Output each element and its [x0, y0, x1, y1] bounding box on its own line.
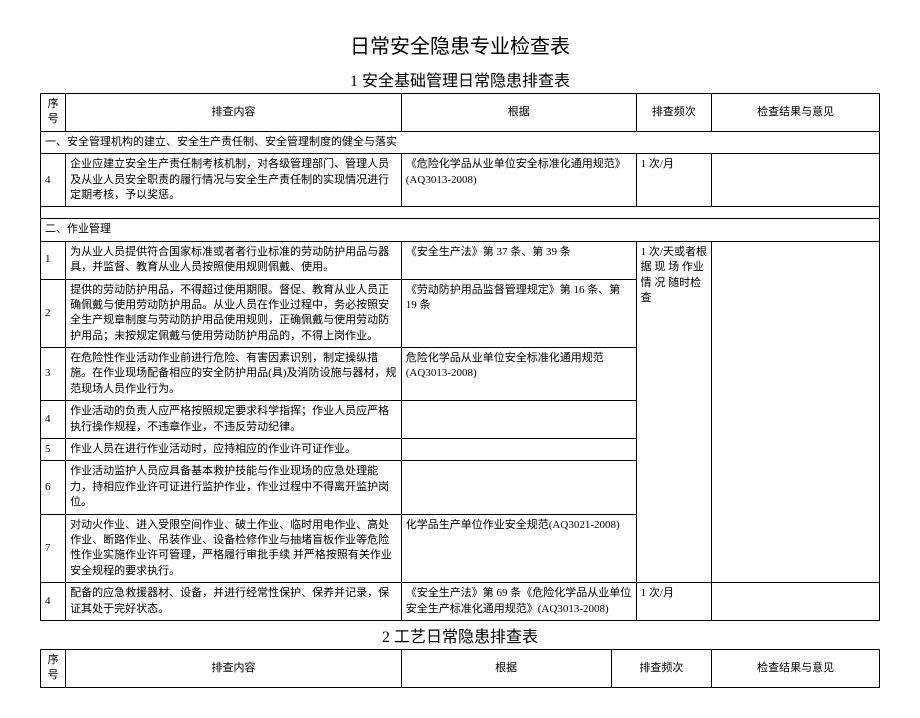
cell-content: 提供的劳动防护用品，不得超过使用期限。督促、教育从业人员正确佩戴与使用劳动防护用…: [66, 279, 402, 348]
header-freq: 排查频次: [636, 94, 712, 132]
table-header-row: 序号 排查内容 根据 排查频次 检查结果与意见: [41, 94, 880, 132]
group2-title: 二、作业管理: [41, 219, 880, 241]
header-basis: 根据: [401, 94, 636, 132]
cell-num: 7: [41, 514, 66, 583]
header2-num: 序号: [41, 649, 66, 687]
cell-content: 对动火作业、进入受限空间作业、破土作业、临时用电作业、高处作业、断路作业、吊装作…: [66, 514, 402, 583]
cell-result: [712, 154, 880, 207]
cell-basis: [401, 461, 636, 514]
cell-num: 6: [41, 461, 66, 514]
table-row: 4 企业应建立安全生产责任制考核机制，对各级管理部门、管理人员及从业人员安全职责…: [41, 154, 880, 207]
header2-content: 排查内容: [66, 649, 402, 687]
cell-num: 4: [41, 401, 66, 439]
table2-header-row: 序号 排查内容 根据 排查频次 检查结果与意见: [41, 649, 880, 687]
cell-result: [712, 583, 880, 621]
cell-basis: 《劳动防护用品监督管理规定》第 16 条、第 19 条: [401, 279, 636, 348]
header-result: 检查结果与意见: [712, 94, 880, 132]
table-row: 1 为从业人员提供符合国家标准或者者行业标准的劳动防护用品与器具，并监督、教育从…: [41, 241, 880, 279]
group1-header: 一、安全管理机构的建立、安全生产责任制、安全管理制度的健全与落实: [41, 131, 880, 153]
cell-basis: 化学品生产单位作业安全规范(AQ3021-2008): [401, 514, 636, 583]
cell-content: 作业活动的负责人应严格按照规定要求科学指挥；作业人员应严格执行操作规程，不违章作…: [66, 401, 402, 439]
section2-title: 2 工艺日常隐患排查表: [40, 623, 880, 647]
cell-num: 2: [41, 279, 66, 348]
cell-content: 配备的应急救援器材、设备，并进行经常性保护、保养并记录，保证其处于完好状态。: [66, 583, 402, 621]
cell-num: 1: [41, 241, 66, 279]
cell-basis: 《安全生产法》第 37 条、第 39 条: [401, 241, 636, 279]
header2-result: 检查结果与意见: [712, 649, 880, 687]
cell-num: 5: [41, 439, 66, 461]
cell-content: 作业人员在进行作业活动时，应持相应的作业许可证作业。: [66, 439, 402, 461]
cell-content: 企业应建立安全生产责任制考核机制，对各级管理部门、管理人员及从业人员安全职责的履…: [66, 154, 402, 207]
cell-basis: [401, 439, 636, 461]
cell-content: 作业活动监护人员应具备基本救护技能与作业现场的应急处理能力，持相应作业许可证进行…: [66, 461, 402, 514]
group2-header: 二、作业管理: [41, 219, 880, 241]
cell-result-merged: [712, 241, 880, 582]
cell-freq: 1 次/月: [636, 583, 712, 621]
section1-title: 1 安全基础管理日常隐患排查表: [40, 67, 880, 91]
cell-basis: 《安全生产法》第 69 条《危险化学品从业单位安全生产标准化通用规范》(AQ30…: [401, 583, 636, 621]
header2-freq: 排查频次: [611, 649, 712, 687]
cell-content: 为从业人员提供符合国家标准或者者行业标准的劳动防护用品与器具，并监督、教育从业人…: [66, 241, 402, 279]
cell-freq-merged: 1 次/天或者根据 现 场 作业 情 况 随时检查: [636, 241, 712, 582]
main-title: 日常安全隐患专业检查表: [40, 30, 880, 59]
cell-basis: 《危险化学品从业单位安全标准化通用规范》(AQ3013-2008): [401, 154, 636, 207]
cell-num: 3: [41, 348, 66, 401]
cell-basis: [401, 401, 636, 439]
cell-num: 4: [41, 154, 66, 207]
table-section2: 序号 排查内容 根据 排查频次 检查结果与意见: [40, 649, 880, 688]
header2-basis: 根据: [401, 649, 611, 687]
empty-row: [41, 207, 880, 219]
header-content: 排查内容: [66, 94, 402, 132]
group1-title: 一、安全管理机构的建立、安全生产责任制、安全管理制度的健全与落实: [41, 131, 880, 153]
header-num: 序号: [41, 94, 66, 132]
table-section1: 序号 排查内容 根据 排查频次 检查结果与意见 一、安全管理机构的建立、安全生产…: [40, 93, 880, 621]
cell-basis: 危险化学品从业单位安全标准化通用规范(AQ3013-2008): [401, 348, 636, 401]
table-row: 4 配备的应急救援器材、设备，并进行经常性保护、保养并记录，保证其处于完好状态。…: [41, 583, 880, 621]
cell-content: 在危险性作业活动作业前进行危险、有害因素识别，制定操纵措施。在作业现场配备相应的…: [66, 348, 402, 401]
cell-freq: 1 次/月: [636, 154, 712, 207]
cell-num: 4: [41, 583, 66, 621]
